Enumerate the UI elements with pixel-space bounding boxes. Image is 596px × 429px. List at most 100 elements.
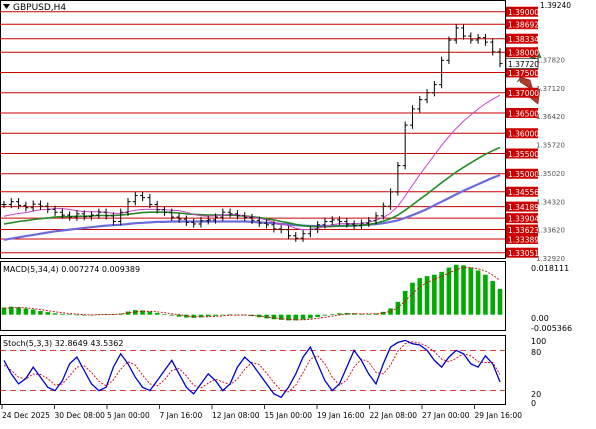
stochastic-axis: 100 80 20 0 bbox=[531, 337, 546, 408]
chart-title: GBPUSD,H4 bbox=[3, 3, 66, 13]
macd-bar bbox=[227, 314, 233, 316]
symbol-title: GBPUSD,H4 bbox=[13, 3, 66, 13]
macd-bar bbox=[300, 314, 306, 320]
macd-bar bbox=[30, 309, 36, 315]
macd-bar bbox=[74, 314, 80, 316]
level-label-bg bbox=[506, 47, 538, 58]
macd-bar bbox=[380, 311, 386, 315]
macd-bar bbox=[322, 314, 328, 316]
macd-bar bbox=[432, 274, 437, 315]
price-tick-label: 1.37120 bbox=[536, 85, 565, 93]
level-label: 1.33904 bbox=[508, 215, 539, 224]
level-label-bg bbox=[506, 168, 538, 179]
level-label: 1.38334 bbox=[508, 35, 539, 44]
level-label: 1.39000 bbox=[508, 8, 539, 17]
level-label: 1.33623 bbox=[508, 226, 539, 235]
macd-bar bbox=[468, 267, 474, 315]
time-label: 22 Jan 08:00 bbox=[370, 411, 418, 420]
macd-bar bbox=[475, 270, 481, 315]
level-label-bg bbox=[506, 186, 538, 197]
macd-bar bbox=[286, 314, 291, 321]
level-label-bg bbox=[506, 87, 538, 98]
macd-bar bbox=[329, 314, 335, 315]
current-price-bg bbox=[505, 58, 539, 69]
macd-axis-zero: 0.00 bbox=[531, 314, 549, 323]
time-label: 15 Jan 00:00 bbox=[265, 411, 313, 420]
macd-bar bbox=[8, 306, 14, 315]
level-label: 1.37500 bbox=[508, 69, 539, 78]
price-tick-label: 1.37820 bbox=[536, 57, 565, 65]
stoch-axis-20: 20 bbox=[531, 390, 541, 399]
price-bars bbox=[1, 24, 503, 242]
macd-bar bbox=[45, 312, 51, 315]
macd-bar bbox=[439, 271, 444, 315]
macd-bar bbox=[359, 313, 364, 315]
price-axis: 1.39000 1.38692 1.38334 1.38000 1.37500 1.370… bbox=[505, 1, 571, 263]
macd-bar bbox=[402, 290, 408, 315]
macd-axis-bottom: -0.005366 bbox=[531, 324, 572, 333]
macd-bar bbox=[198, 314, 204, 318]
stoch-axis-bottom: 0 bbox=[531, 399, 536, 408]
price-tick-label: 1.34320 bbox=[536, 198, 565, 206]
level-label: 1.35000 bbox=[508, 170, 539, 179]
macd-bar bbox=[446, 267, 452, 315]
price-tick-label: 1.35720 bbox=[536, 142, 565, 150]
level-label-bg bbox=[506, 213, 538, 224]
stoch-axis-top: 100 bbox=[531, 337, 546, 346]
level-label: 1.38000 bbox=[508, 49, 539, 58]
macd-histogram bbox=[1, 264, 503, 321]
macd-bar bbox=[220, 314, 226, 316]
price-tick-label: 1.35020 bbox=[536, 170, 565, 178]
macd-bar bbox=[205, 314, 211, 317]
time-label: 24 Dec 2025 bbox=[2, 411, 50, 420]
time-label: 30 Dec 08:00 bbox=[55, 411, 106, 420]
macd-bar bbox=[169, 314, 175, 316]
macd-bar bbox=[417, 278, 423, 315]
level-label-bg bbox=[506, 224, 538, 235]
macd-bar bbox=[424, 276, 430, 315]
level-label: 1.34189 bbox=[508, 203, 539, 212]
macd-bar bbox=[461, 265, 466, 315]
macd-bar bbox=[125, 311, 131, 315]
macd-bar bbox=[308, 314, 313, 319]
macd-bar bbox=[337, 313, 342, 315]
level-label-bg bbox=[506, 107, 538, 118]
macd-bar bbox=[410, 282, 415, 315]
macd-bar bbox=[162, 314, 167, 315]
macd-bar bbox=[52, 313, 58, 315]
macd-bar bbox=[395, 301, 401, 315]
macd-bar bbox=[453, 264, 459, 315]
macd-axis: 0.018111 0.00 -0.005366 bbox=[531, 264, 572, 333]
level-label: 1.34556 bbox=[508, 188, 539, 197]
macd-bar bbox=[490, 281, 496, 315]
price-tick-label: 1.33620 bbox=[536, 227, 565, 235]
macd-bar bbox=[293, 314, 299, 321]
macd-bar bbox=[213, 314, 218, 316]
macd-bar bbox=[373, 313, 379, 315]
time-axis: 24 Dec 2025 30 Dec 08:00 5 Jan 00:00 7 Jan … bbox=[1, 405, 523, 420]
level-label-bg bbox=[506, 6, 538, 17]
price-axis-top: 1.39240 bbox=[540, 1, 571, 10]
macd-bar bbox=[132, 310, 138, 315]
macd-bar bbox=[278, 314, 284, 320]
macd-axis-top: 0.018111 bbox=[531, 264, 569, 273]
level-label-bg bbox=[506, 247, 538, 258]
stoch-signal-line bbox=[3, 341, 501, 393]
macd-bar bbox=[140, 310, 145, 315]
macd-bar bbox=[38, 310, 43, 315]
level-label-bg bbox=[506, 67, 538, 78]
current-price-label: 1.37720 bbox=[508, 60, 539, 69]
time-label: 27 Jan 00:00 bbox=[422, 411, 470, 420]
time-label: 7 Jan 16:00 bbox=[160, 411, 203, 420]
price-tick-label: 1.36420 bbox=[536, 113, 565, 121]
macd-bar bbox=[67, 314, 72, 316]
macd-bar bbox=[176, 314, 182, 317]
level-label: 1.35500 bbox=[508, 150, 539, 159]
price-panel: ? GBPUSD,H4 bbox=[0, 0, 542, 259]
stoch-label: Stoch(5,3,3) 32.8649 43.5362 bbox=[3, 339, 123, 348]
macd-bar bbox=[497, 289, 503, 315]
time-label: 29 Jan 16:00 bbox=[475, 411, 523, 420]
macd-bar bbox=[23, 308, 29, 315]
